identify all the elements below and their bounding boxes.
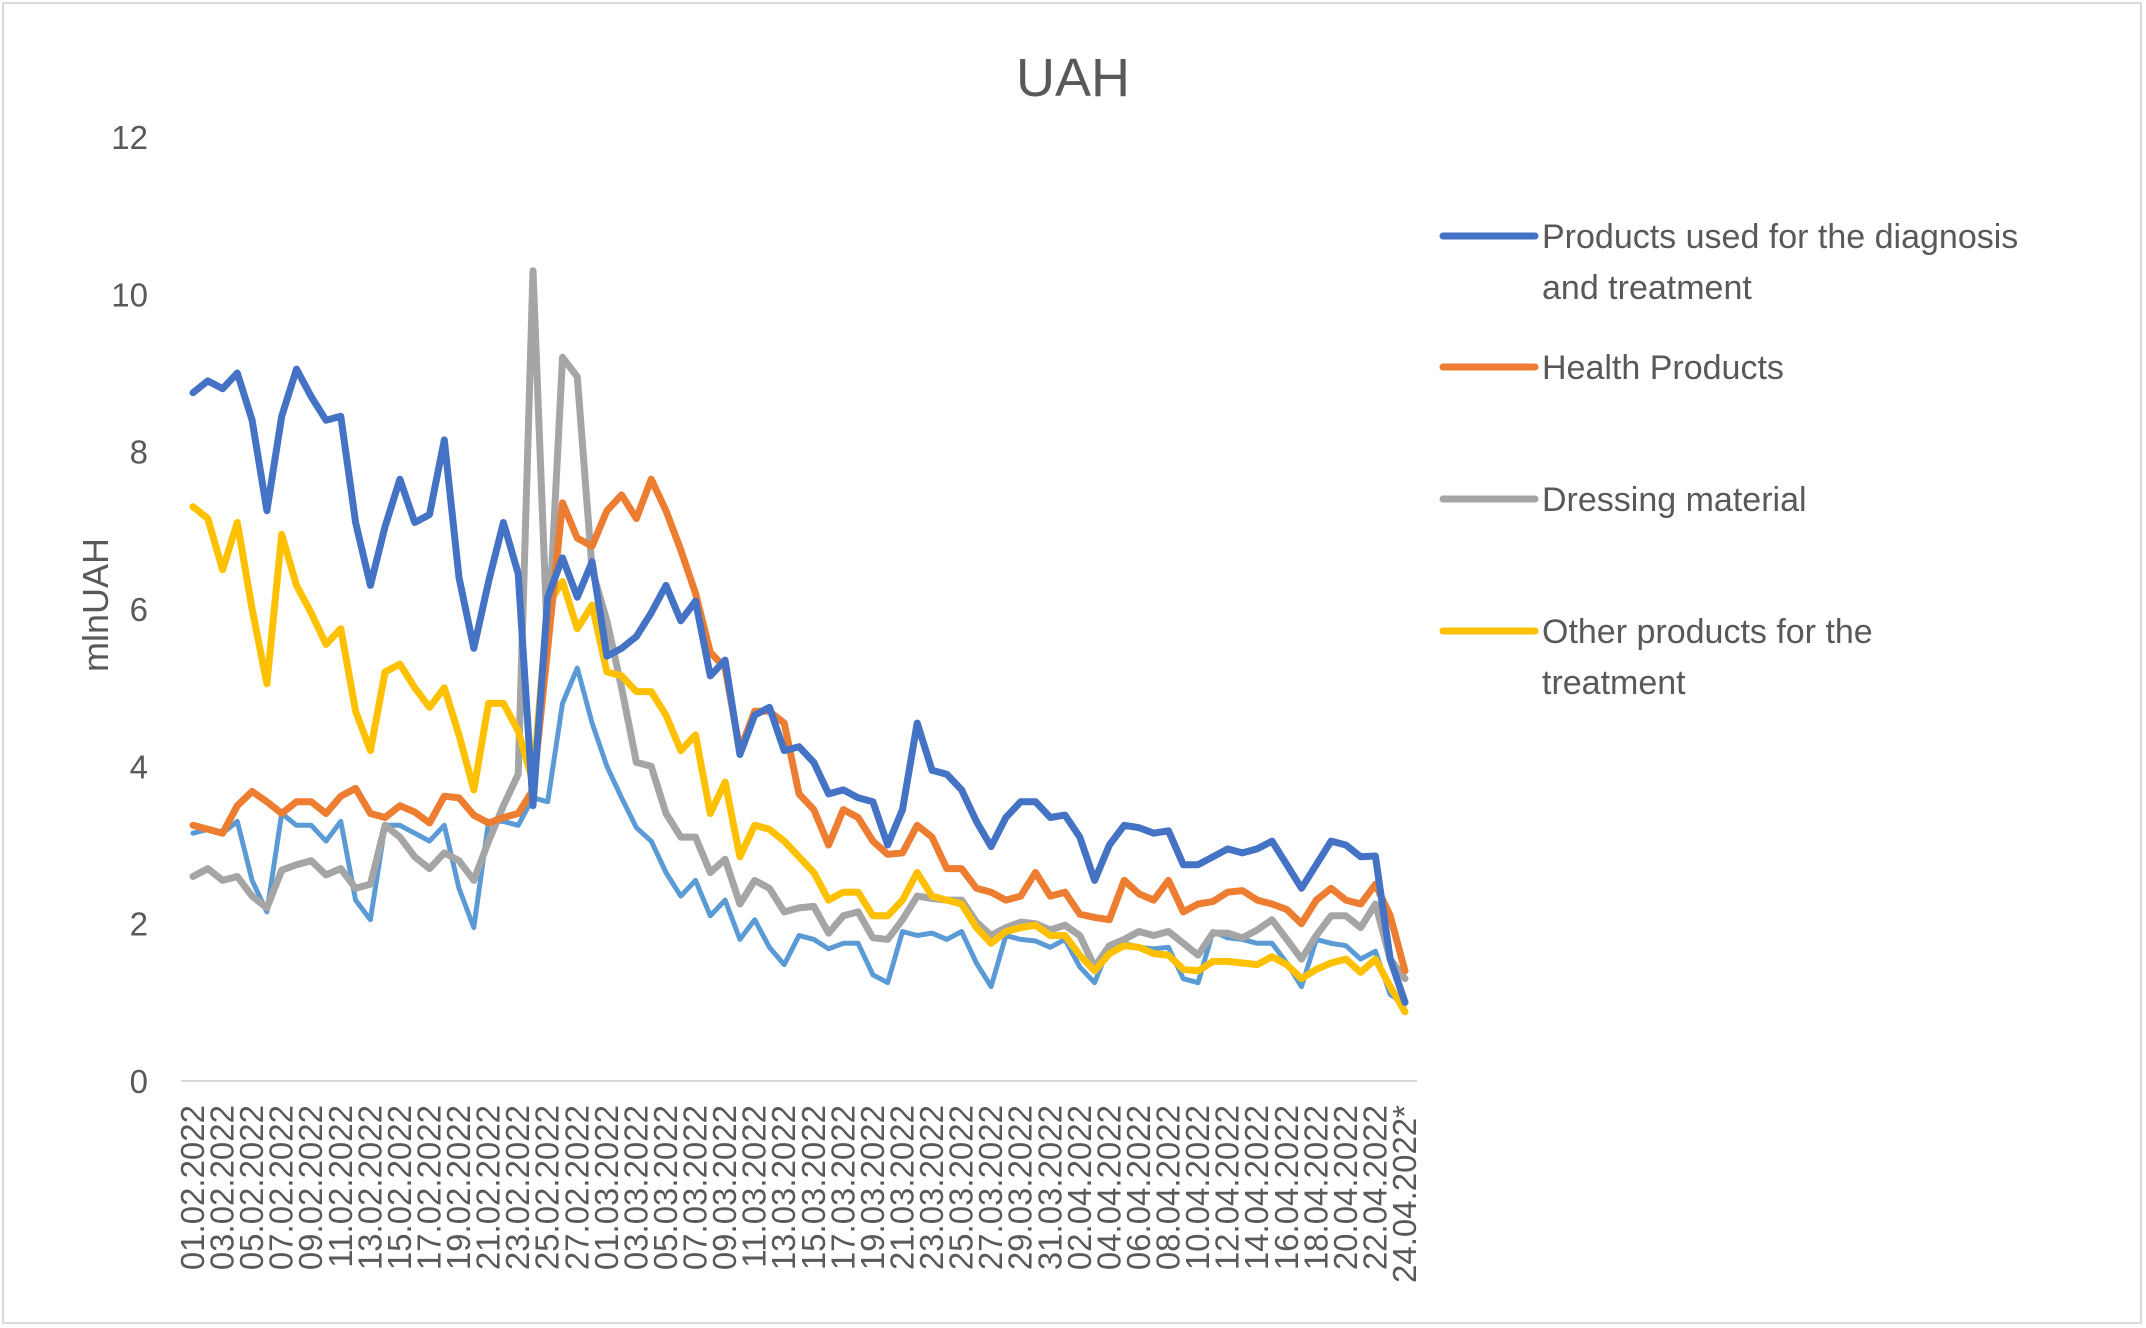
chart-title: UAH	[1016, 48, 1130, 108]
x-tick-label: 13.03.2022	[765, 1105, 802, 1270]
x-tick-label: 19.03.2022	[854, 1105, 891, 1270]
x-tick-label: 13.02.2022	[351, 1105, 388, 1270]
x-tick-label: 09.02.2022	[292, 1105, 329, 1270]
x-tick-label: 21.03.2022	[884, 1105, 921, 1270]
x-tick-label: 07.03.2022	[677, 1105, 714, 1270]
series-line-1	[189, 475, 1409, 975]
x-tick-label: 17.02.2022	[411, 1105, 448, 1270]
y-tick-label: 2	[130, 906, 148, 943]
x-tick-label: 24.04.2022*	[1386, 1105, 1423, 1283]
x-tick-label: 23.02.2022	[499, 1105, 536, 1270]
x-tick-label: 07.02.2022	[263, 1105, 300, 1270]
x-tick-label: 05.03.2022	[647, 1105, 684, 1270]
x-tick-label: 03.03.2022	[617, 1105, 654, 1270]
y-axis-title: mlnUAH	[75, 538, 116, 672]
x-tick-label: 10.04.2022	[1179, 1105, 1216, 1270]
x-tick-label: 05.02.2022	[233, 1105, 270, 1270]
legend: Products used for the diagnosis and treat…	[1439, 218, 2018, 702]
x-tick-label: 19.02.2022	[440, 1105, 477, 1270]
x-tick-label: 11.02.2022	[322, 1105, 359, 1268]
x-tick-label: 20.04.2022	[1327, 1105, 1364, 1270]
legend-label-1: Health Products	[1542, 349, 1784, 387]
x-tick-label: 08.04.2022	[1150, 1105, 1187, 1270]
x-tick-label: 22.04.2022	[1356, 1105, 1393, 1270]
x-tick-label: 29.03.2022	[1002, 1105, 1039, 1270]
series-line-0	[189, 365, 1409, 1006]
x-tick-label: 23.03.2022	[913, 1105, 950, 1270]
series-line-3	[189, 503, 1409, 1016]
x-tick-label: 15.02.2022	[381, 1105, 418, 1270]
y-tick-label: 0	[130, 1063, 148, 1100]
y-axis-ticks: 0 2 4 6 8 10 12	[111, 119, 148, 1100]
y-tick-label: 8	[130, 434, 148, 471]
legend-label-2: Dressing material	[1542, 481, 1807, 519]
x-tick-label: 01.03.2022	[588, 1105, 625, 1270]
x-tick-label: 12.04.2022	[1209, 1105, 1246, 1270]
x-tick-label: 25.02.2022	[529, 1105, 566, 1270]
x-tick-label: 09.03.2022	[706, 1105, 743, 1270]
x-tick-label: 17.03.2022	[824, 1105, 861, 1270]
x-tick-label: 06.04.2022	[1120, 1105, 1157, 1270]
x-tick-label: 02.04.2022	[1061, 1105, 1098, 1270]
x-tick-label: 01.02.2022	[174, 1105, 211, 1270]
x-tick-label: 27.03.2022	[972, 1105, 1009, 1270]
x-tick-label: 25.03.2022	[943, 1105, 980, 1270]
y-tick-label: 4	[130, 748, 148, 785]
y-tick-label: 6	[130, 591, 148, 628]
x-tick-label: 04.04.2022	[1090, 1105, 1127, 1270]
x-tick-label: 31.03.2022	[1031, 1105, 1068, 1270]
x-tick-label: 16.04.2022	[1268, 1105, 1305, 1270]
x-tick-label: 27.02.2022	[558, 1105, 595, 1270]
series-line-2	[189, 267, 1409, 983]
x-tick-label: 18.04.2022	[1297, 1105, 1334, 1270]
y-tick-label: 10	[111, 276, 148, 313]
x-tick-label: 15.03.2022	[795, 1105, 832, 1270]
x-tick-label: 11.03.2022	[736, 1105, 773, 1268]
legend-label-0: Products used for the diagnosis and treat…	[1542, 218, 2018, 307]
x-tick-label: 14.04.2022	[1238, 1105, 1275, 1270]
y-tick-label: 12	[111, 119, 148, 156]
x-tick-label: 03.02.2022	[204, 1105, 241, 1270]
legend-label-3: Other products for the treatment	[1542, 613, 1873, 702]
x-axis-ticks: 01.02.202203.02.202205.02.202207.02.2022…	[174, 1105, 1423, 1283]
series-lines	[189, 267, 1409, 1016]
x-tick-label: 21.02.2022	[470, 1105, 507, 1270]
